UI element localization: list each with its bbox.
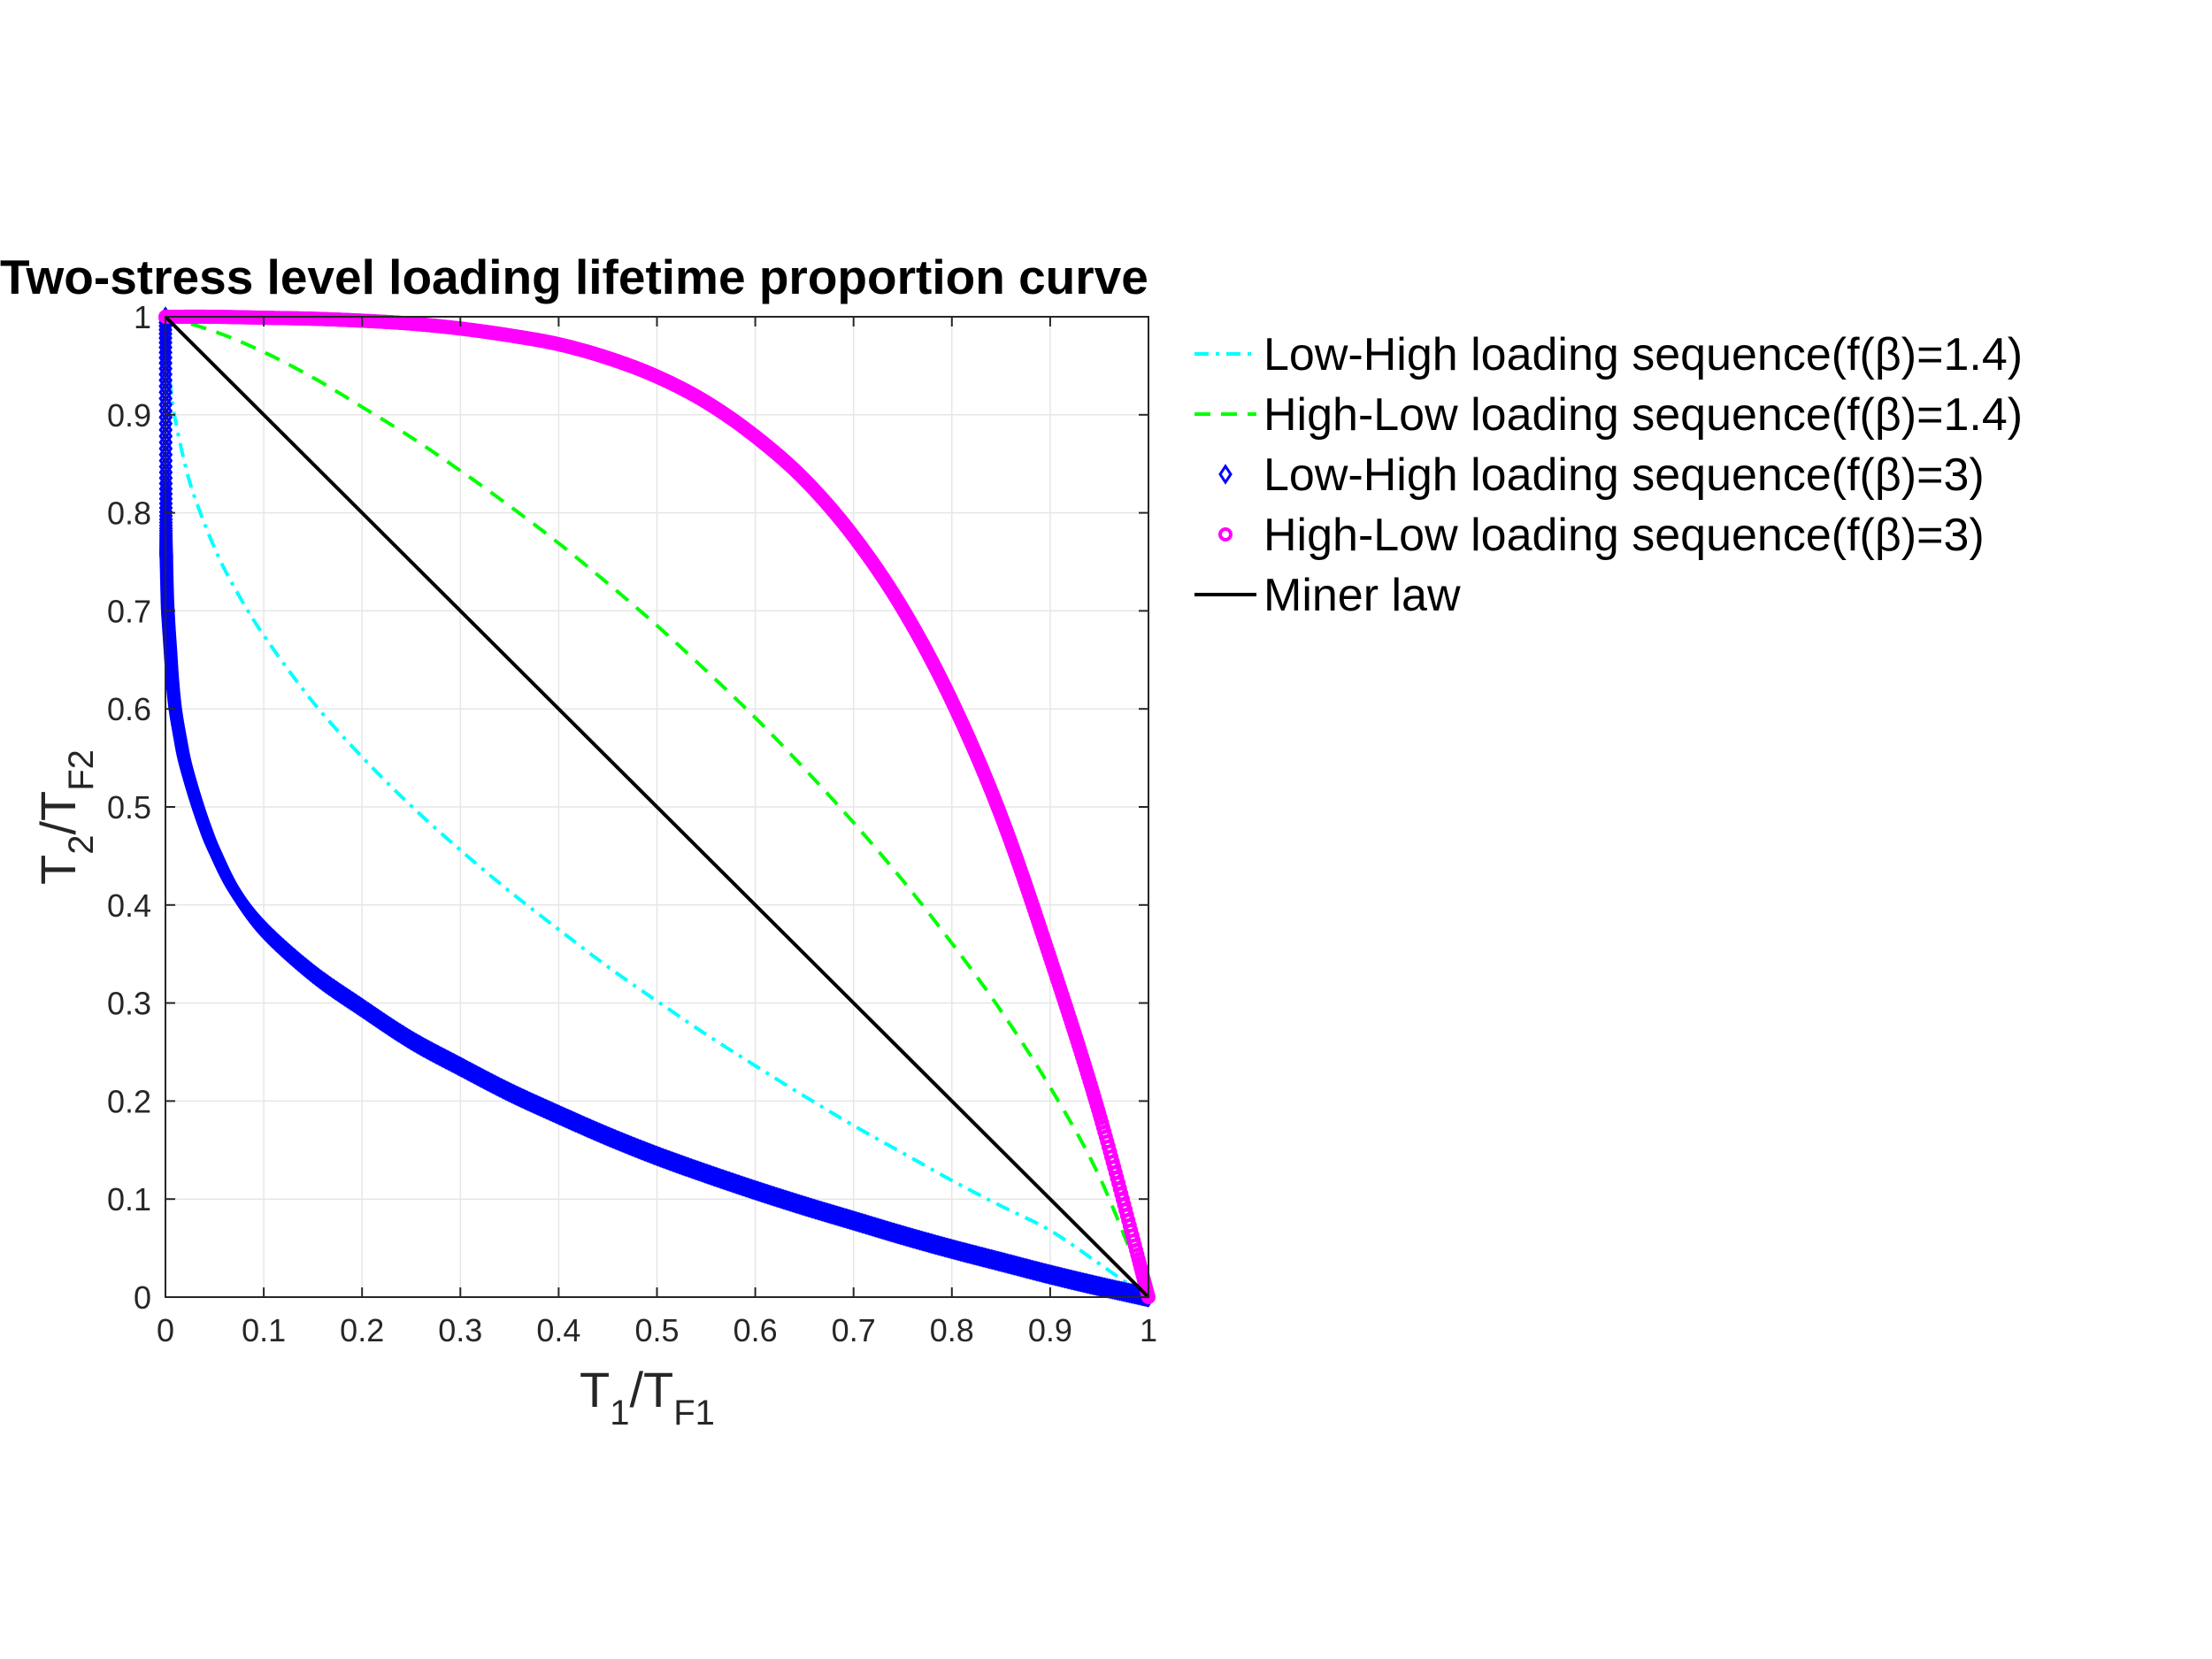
x-tick-label: 0.5 — [634, 1312, 679, 1348]
legend-item: Miner law — [1194, 570, 1461, 621]
series-1 — [165, 315, 1150, 1298]
x-tick-label: 0.2 — [340, 1312, 384, 1348]
legend: Low-High loading sequence(f(β)=1.4) High-… — [1194, 329, 2023, 621]
x-tick-label: 0.3 — [438, 1312, 482, 1348]
x-axis-label-slash: /T — [629, 1362, 673, 1417]
x-tick-label: 0.6 — [733, 1312, 778, 1348]
y-axis-label: T2/TF2 — [30, 749, 101, 885]
legend-item: Low-High loading sequence(f(β)=1.4) — [1194, 329, 2023, 380]
y-tick-label: 0.2 — [107, 1083, 151, 1119]
y-axis-label-main: T — [30, 855, 86, 885]
series-2 — [158, 306, 1156, 1308]
x-tick-label: 0.1 — [242, 1312, 286, 1348]
legend-label: Low-High loading sequence(f(β)=1.4) — [1263, 329, 2023, 380]
y-tick-label: 0.3 — [107, 986, 151, 1022]
series-line — [164, 315, 1150, 1299]
chart-title: Two-stress level loading lifetime propor… — [0, 250, 1148, 304]
ticks: 0 0.1 0.2 0.3 0.4 0.5 0.6 0.7 0.8 0.9 1 0 0.1 0.2 0.3 0… — [107, 299, 1157, 1348]
legend-label: High-Low loading sequence(f(β)=1.4) — [1263, 389, 2023, 441]
y-tick-label: 1 — [134, 299, 151, 335]
x-tick-label: 1 — [1140, 1312, 1157, 1348]
x-axis-label: T1/TF1 — [580, 1362, 715, 1432]
x-tick-label: 0.4 — [536, 1312, 580, 1348]
x-axis-label-sub1: 1 — [610, 1394, 629, 1432]
y-axis-label-slash: /T — [30, 791, 86, 835]
y-tick-label: 0.8 — [107, 495, 151, 532]
series-line — [165, 315, 1150, 1298]
y-axis-label-sub2: F2 — [62, 749, 101, 791]
legend-label: Low-High loading sequence(f(β)=3) — [1263, 449, 1985, 501]
x-tick-label: 0 — [157, 1312, 174, 1348]
series-4 — [164, 315, 1150, 1299]
legend-item: High-Low loading sequence(f(β)=3) — [1218, 510, 1985, 561]
series-line — [164, 316, 1150, 1299]
x-tick-label: 0.7 — [832, 1312, 876, 1348]
legend-item: High-Low loading sequence(f(β)=1.4) — [1194, 389, 2023, 441]
series-3 — [158, 309, 1156, 1304]
series-layer — [158, 306, 1156, 1308]
legend-item: Low-High loading sequence(f(β)=3) — [1218, 449, 1985, 501]
legend-label: High-Low loading sequence(f(β)=3) — [1263, 510, 1985, 561]
x-axis-label-main: T — [580, 1362, 610, 1417]
y-tick-label: 0.1 — [107, 1181, 151, 1217]
legend-label: Miner law — [1263, 570, 1461, 621]
x-tick-label: 0.8 — [930, 1312, 974, 1348]
y-tick-label: 0.9 — [107, 397, 151, 434]
series-0 — [164, 316, 1150, 1299]
y-tick-label: 0 — [134, 1279, 151, 1316]
x-axis-label-sub2: F1 — [673, 1394, 715, 1432]
x-tick-label: 0.9 — [1028, 1312, 1072, 1348]
y-tick-label: 0.4 — [107, 887, 151, 924]
legend-swatch — [1218, 464, 1233, 485]
y-tick-label: 0.6 — [107, 691, 151, 727]
y-tick-label: 0.5 — [107, 789, 151, 826]
y-axis-label-sub1: 2 — [62, 835, 101, 855]
y-tick-label: 0.7 — [107, 593, 151, 629]
legend-swatch — [1218, 527, 1233, 541]
